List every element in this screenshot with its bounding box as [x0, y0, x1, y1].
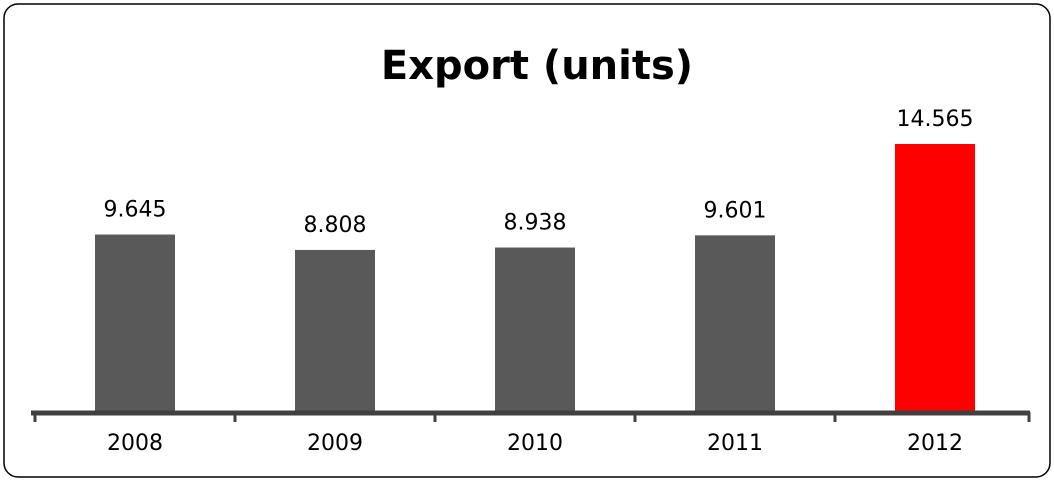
- chart-title: Export (units): [381, 43, 693, 89]
- value-label: 8.808: [304, 213, 367, 238]
- bar: [695, 235, 775, 412]
- x-tick-label: 2010: [507, 431, 563, 456]
- chart-border: [3, 3, 1051, 478]
- value-label: 9.601: [704, 198, 767, 223]
- x-tick-label: 2011: [707, 431, 763, 456]
- value-label: 14.565: [897, 107, 974, 132]
- value-label: 8.938: [504, 211, 567, 236]
- value-label: 9.645: [104, 198, 167, 223]
- bar: [495, 247, 575, 412]
- x-tick-label: 2012: [907, 431, 963, 456]
- x-tick-label: 2009: [307, 431, 363, 456]
- bar: [95, 234, 175, 412]
- bar: [895, 144, 975, 412]
- x-tick-label: 2008: [107, 431, 163, 456]
- bar: [295, 249, 375, 412]
